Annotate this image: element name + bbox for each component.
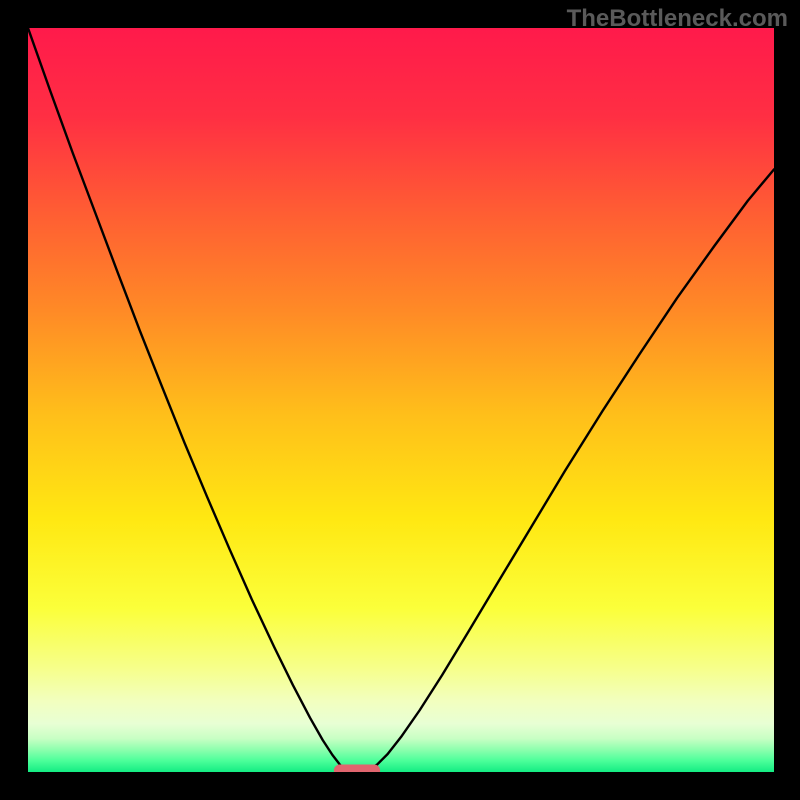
minimum-marker <box>334 765 380 772</box>
curve-right-branch <box>368 169 774 770</box>
curve-left-branch <box>28 28 346 771</box>
plot-area <box>28 28 774 772</box>
curve-layer <box>28 28 774 772</box>
attribution-text: TheBottleneck.com <box>567 5 788 33</box>
